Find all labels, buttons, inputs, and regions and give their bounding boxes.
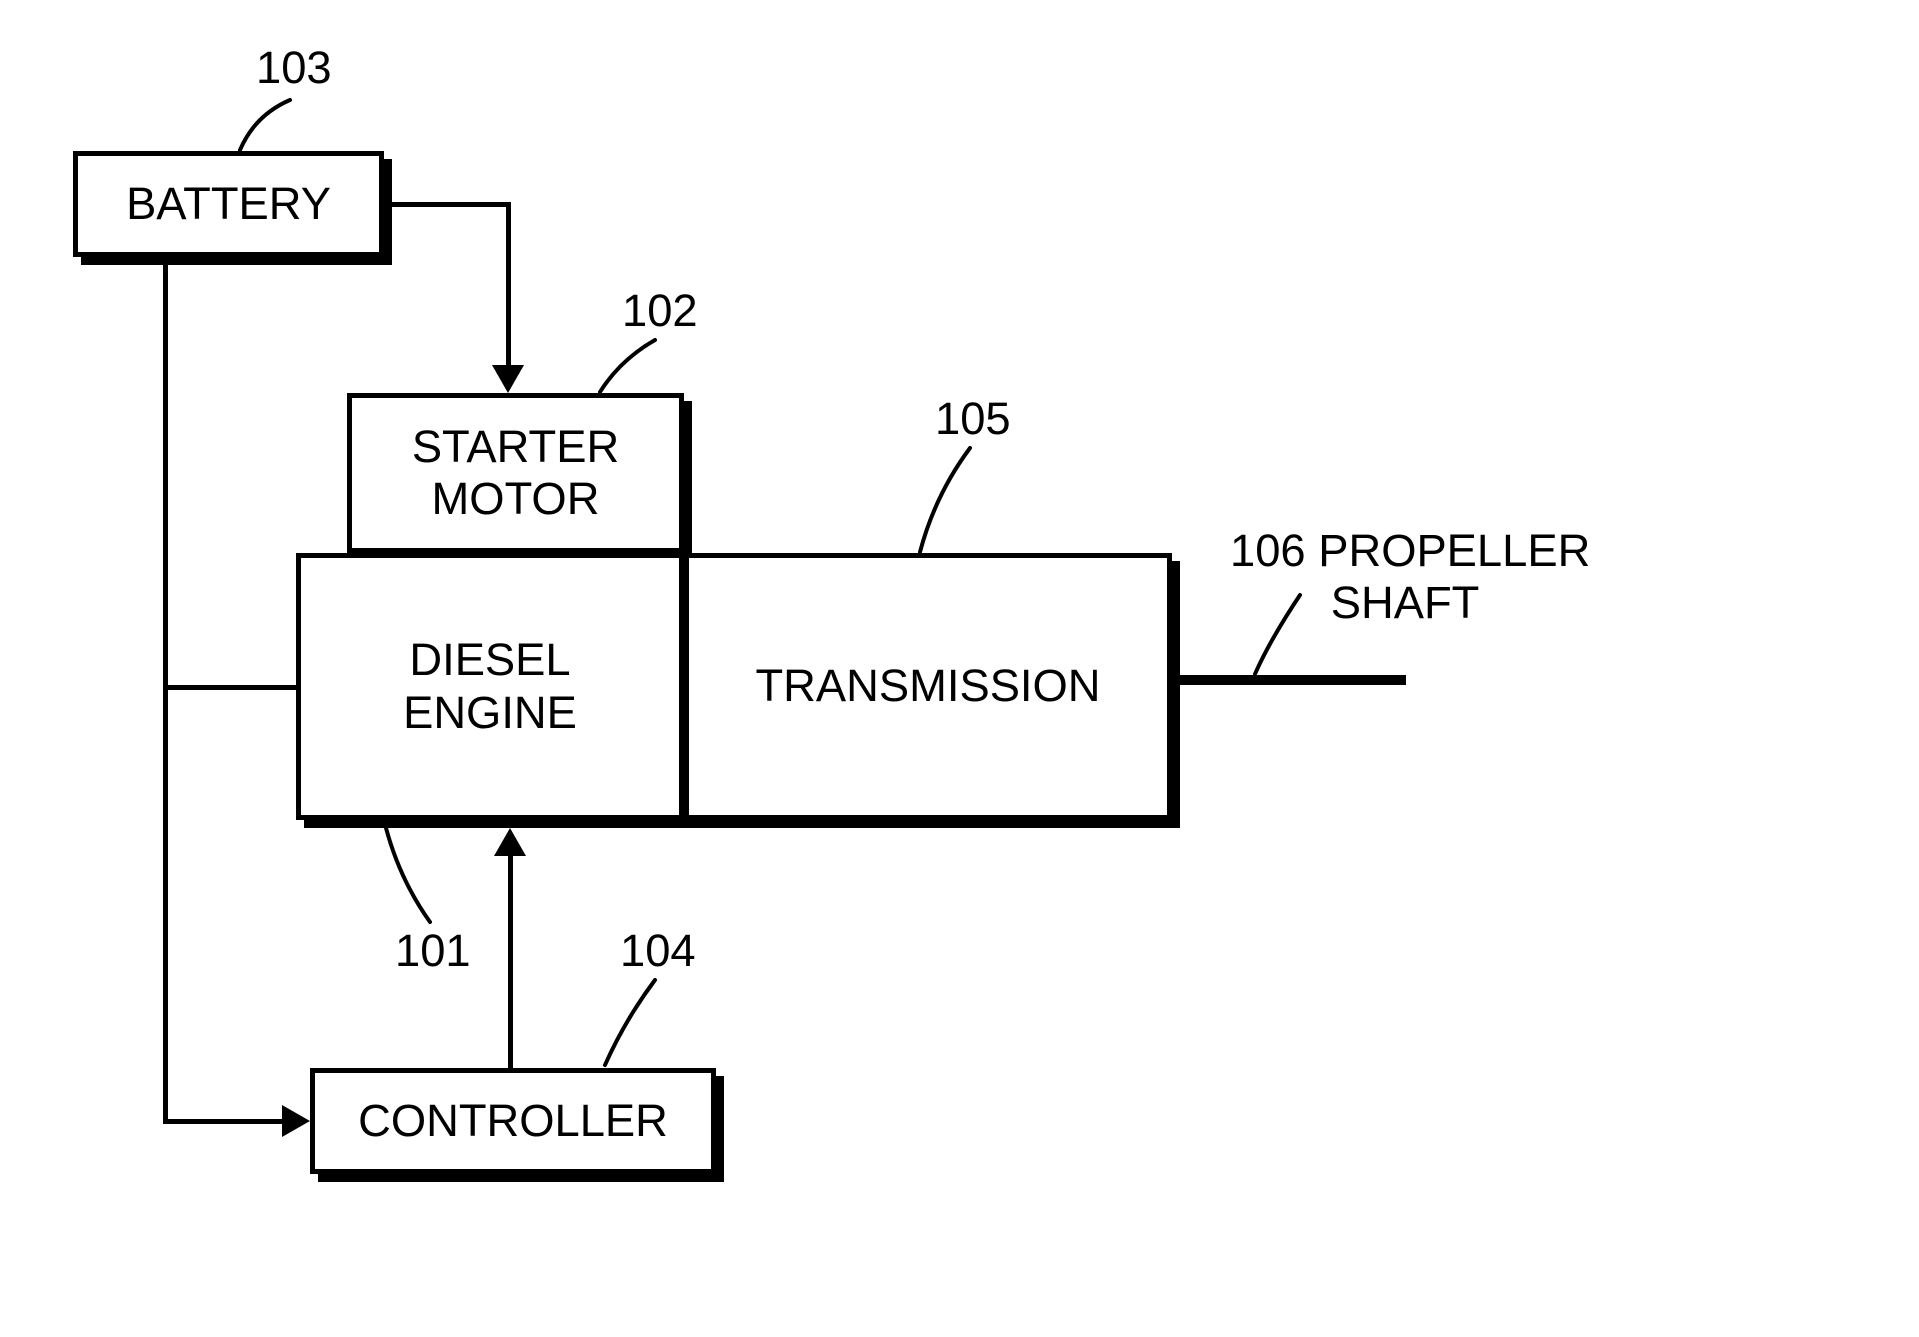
diagram-canvas: BATTERY STARTER MOTOR DIESEL ENGINE TRAN…: [0, 0, 1919, 1337]
ref-103-label: 103: [256, 42, 332, 94]
ref-102-label: 102: [622, 285, 698, 337]
ref-104-leader-icon: [599, 974, 661, 1071]
battery-to-controller-arrow-icon: [282, 1105, 310, 1137]
battery-to-starter-arrow-icon: [492, 365, 524, 393]
battery-block: BATTERY: [73, 151, 384, 257]
battery-to-controller-line-h: [163, 1119, 283, 1124]
ref-105-label: 105: [935, 393, 1011, 445]
ref-101-label: 101: [395, 925, 471, 977]
battery-label: BATTERY: [126, 178, 331, 230]
controller-block: CONTROLLER: [310, 1068, 716, 1174]
battery-to-starter-line-v: [506, 202, 511, 366]
starter-motor-label: STARTER MOTOR: [412, 421, 619, 525]
ref-106-label: 106 PROPELLER SHAFT: [1230, 525, 1590, 629]
battery-down-line-v: [163, 257, 168, 1124]
ref-104-label: 104: [620, 925, 696, 977]
diesel-engine-label: DIESEL ENGINE: [403, 634, 577, 738]
controller-label: CONTROLLER: [358, 1095, 668, 1147]
transmission-label: TRANSMISSION: [755, 660, 1100, 712]
controller-to-diesel-line-v: [508, 848, 513, 1068]
battery-to-diesel-line-h: [163, 685, 297, 690]
propeller-shaft-line: [1172, 675, 1406, 685]
transmission-block: TRANSMISSION: [684, 553, 1172, 820]
ref-103-leader-icon: [234, 94, 296, 156]
ref-105-leader-icon: [914, 442, 976, 558]
ref-102-leader-icon: [594, 334, 661, 398]
controller-to-diesel-arrow-icon: [494, 828, 526, 856]
diesel-engine-block: DIESEL ENGINE: [296, 553, 684, 820]
battery-to-starter-line-h: [384, 202, 511, 207]
ref-101-leader-icon: [380, 822, 436, 928]
starter-motor-block: STARTER MOTOR: [347, 393, 684, 553]
